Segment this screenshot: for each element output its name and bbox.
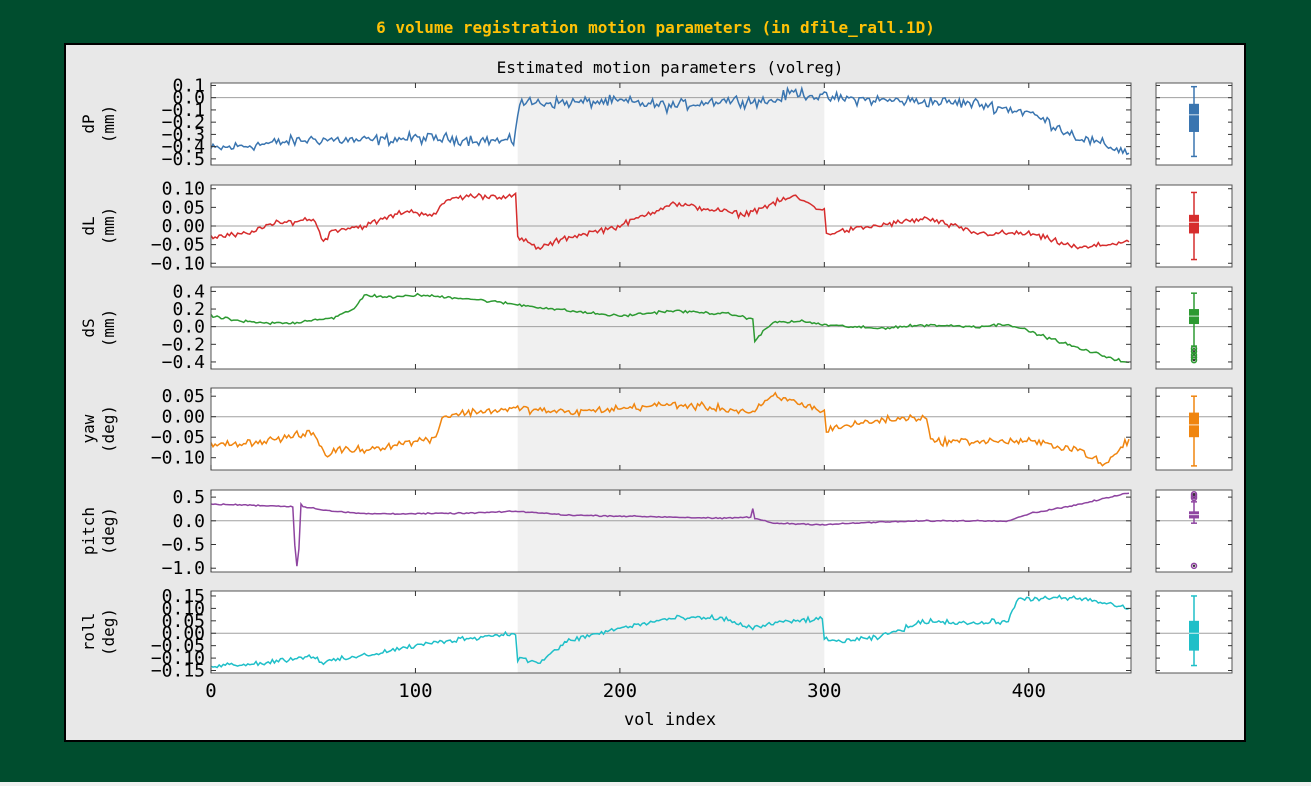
y-tick-label-pitch: −1.0 — [162, 558, 205, 579]
panel-dL: 0.100.050.00−0.05−0.10 dL (mm) — [79, 179, 1233, 274]
boxplot-outlier-pitch — [1190, 562, 1198, 570]
y-tick-label-roll: −0.15 — [151, 661, 205, 682]
series-line-pitch — [210, 492, 1130, 567]
chart-title: Estimated motion parameters (volreg) — [497, 58, 844, 77]
figure-panel: Estimated motion parameters (volreg) 0.1… — [64, 43, 1246, 742]
y-tick-label-yaw: 0.05 — [162, 386, 205, 407]
y-axis-label-dP: dP — [79, 114, 98, 133]
boxplot-outlier-dS — [1190, 356, 1198, 364]
y-tick-label-dL: 0.10 — [162, 179, 205, 200]
y-tick-label-roll: −0.05 — [151, 636, 205, 657]
y-tick-label-yaw: −0.05 — [151, 427, 205, 448]
bottom-strip — [0, 782, 1311, 786]
boxplot-outlier-dot-dS — [1192, 358, 1196, 362]
y-tick-label-yaw: 0.00 — [162, 407, 205, 428]
y-axis-label-dS: dS — [79, 318, 98, 337]
y-tick-label-dP: −0.2 — [162, 112, 205, 133]
y-axis-unit-dL: (mm) — [99, 207, 118, 246]
y-tick-label-dL: −0.10 — [151, 253, 205, 274]
plot-frame-yaw — [210, 387, 1132, 471]
y-tick-label-dP: 0.0 — [172, 88, 205, 109]
x-tick-label: 400 — [1012, 680, 1046, 702]
y-tick-label-dS: 0.4 — [172, 281, 205, 302]
y-tick-label-dL: 0.00 — [162, 216, 205, 237]
x-tick-label: 0 — [205, 680, 216, 702]
x-tick-label: 300 — [807, 680, 841, 702]
plot-frame-dS — [210, 286, 1132, 370]
x-tick-label: 200 — [603, 680, 637, 702]
y-tick-label-dS: 0.0 — [172, 317, 205, 338]
page-title: 6 volume registration motion parameters … — [376, 18, 935, 37]
y-tick-label-dP: 0.1 — [172, 75, 205, 96]
plot-frame-pitch — [210, 489, 1132, 573]
y-tick-label-roll: 0.10 — [162, 598, 205, 619]
shaded-band-roll — [517, 591, 825, 673]
plot-frame-dP — [210, 82, 1132, 166]
y-tick-label-roll: 0.00 — [162, 623, 205, 644]
boxplot-box-dL — [1189, 214, 1199, 234]
x-axis-label: vol index — [624, 710, 716, 730]
panel-dP: 0.10.0−0.1−0.2−0.3−0.4−0.5 dP (mm) — [79, 75, 1233, 170]
y-tick-label-dL: −0.05 — [151, 235, 205, 256]
shaded-band-dP — [517, 83, 825, 165]
series-line-dS — [210, 292, 1130, 363]
motion-chart: Estimated motion parameters (volreg) 0.1… — [79, 58, 1233, 730]
boxplot-box-roll — [1189, 620, 1199, 651]
boxplot-outlier-pitch — [1190, 491, 1198, 498]
y-tick-label-dP: −0.5 — [162, 149, 205, 170]
y-axis-label-roll: roll — [79, 613, 98, 652]
y-tick-label-dL: 0.05 — [162, 197, 205, 218]
series-line-dP — [210, 85, 1130, 156]
shaded-band-yaw — [517, 388, 825, 470]
y-tick-label-yaw: −0.10 — [151, 448, 205, 469]
y-tick-label-pitch: 0.0 — [172, 511, 205, 532]
y-axis-unit-roll: (deg) — [99, 608, 118, 656]
y-tick-label-roll: −0.10 — [151, 648, 205, 669]
y-axis-label-yaw: yaw — [79, 414, 98, 443]
y-tick-label-dP: −0.1 — [162, 100, 205, 121]
y-tick-label-roll: 0.15 — [162, 586, 205, 607]
y-axis-unit-dP: (mm) — [99, 105, 118, 144]
panel-yaw: 0.050.00−0.05−0.10 yaw (deg) — [79, 386, 1233, 471]
boxplot-outlier-dot-pitch — [1192, 493, 1196, 496]
panel-roll: 0.150.100.050.00−0.05−0.10−0.15 roll (deg) — [79, 586, 1233, 682]
boxplot-box-dP — [1189, 103, 1199, 132]
x-tick-label: 100 — [398, 680, 432, 702]
y-axis-unit-yaw: (deg) — [99, 405, 118, 453]
y-axis-label-dL: dL — [79, 216, 98, 235]
y-tick-label-dS: 0.2 — [172, 299, 205, 320]
boxplot-outlier-dot-pitch — [1192, 564, 1196, 568]
shaded-band-pitch — [517, 490, 825, 572]
series-line-yaw — [210, 391, 1130, 467]
y-tick-label-dP: −0.4 — [162, 137, 205, 158]
panel-pitch: 0.5 0.0 −0.5−1.0 pitch (deg) — [79, 487, 1233, 579]
y-axis-label-pitch: pitch — [79, 507, 98, 555]
shaded-band-dS — [517, 287, 825, 369]
y-tick-label-dS: −0.2 — [162, 334, 205, 355]
series-line-dL — [210, 191, 1130, 251]
y-tick-label-dS: −0.4 — [162, 352, 205, 373]
series-line-roll — [210, 594, 1130, 669]
y-axis-unit-dS: (mm) — [99, 309, 118, 348]
y-axis-unit-pitch: (deg) — [99, 507, 118, 555]
y-tick-label-roll: 0.05 — [162, 611, 205, 632]
y-tick-label-dP: −0.3 — [162, 124, 205, 145]
panel-dS: 0.40.20.0−0.2−0.4 dS (mm) — [79, 281, 1233, 373]
plot-frame-roll — [210, 590, 1132, 674]
y-tick-label-pitch: −0.5 — [162, 535, 205, 556]
y-tick-label-pitch: 0.5 — [172, 487, 205, 508]
